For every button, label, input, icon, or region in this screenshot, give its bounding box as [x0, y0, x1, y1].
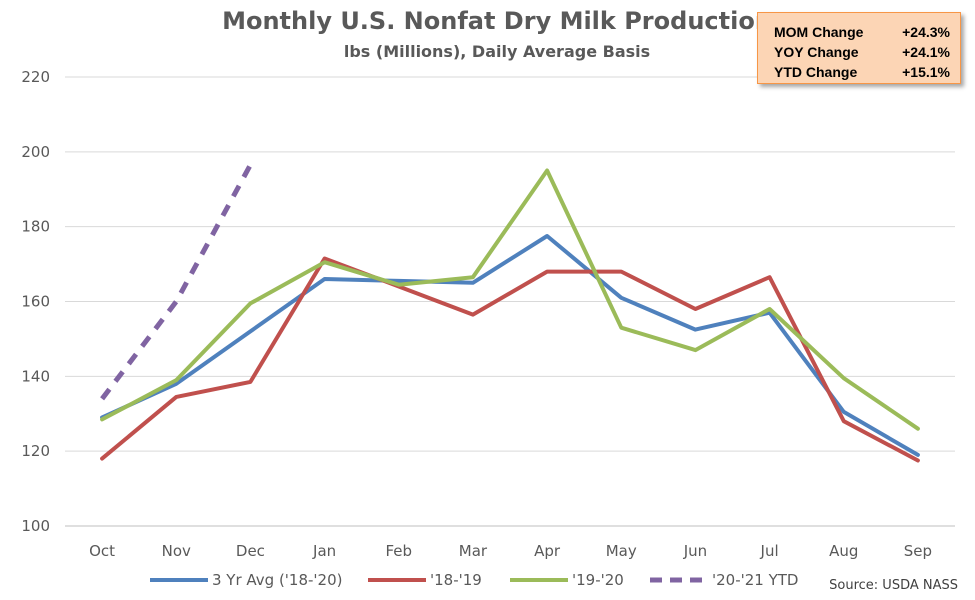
x-tick-label: Jan	[312, 542, 336, 560]
source-note: Source: USDA NASS	[829, 578, 958, 593]
gridlines	[65, 76, 955, 527]
legend: 3 Yr Avg ('18-'20) '18-'19 '19-'20 '20-'21 …	[150, 571, 798, 589]
y-tick-label: 220	[21, 68, 50, 86]
x-tick-label: Dec	[236, 542, 265, 560]
y-tick-label: 200	[21, 143, 50, 161]
y-tick-label: 160	[21, 293, 50, 311]
series-line	[100, 168, 920, 431]
chart-subtitle: lbs (Millions), Daily Average Basis	[344, 42, 650, 61]
y-tick-label: 120	[21, 442, 50, 460]
x-tick-label: Apr	[534, 542, 561, 560]
y-tick-label: 140	[21, 367, 50, 385]
stat-label: MOM Change	[774, 24, 864, 40]
stat-label: YTD Change	[774, 64, 858, 80]
stat-value: +24.3%	[902, 24, 950, 40]
series-line	[100, 256, 920, 463]
series-line	[100, 163, 253, 401]
stat-row-mom: MOM Change +24.3%	[774, 22, 950, 42]
x-tick-label: May	[606, 542, 637, 560]
x-tick-label: Aug	[829, 542, 858, 560]
series-line	[100, 234, 920, 457]
stat-row-ytd: YTD Change +15.1%	[774, 62, 950, 82]
y-tick-label: 180	[21, 218, 50, 236]
stat-row-yoy: YOY Change +24.1%	[774, 42, 950, 62]
x-tick-label: Oct	[89, 542, 115, 560]
y-axis-ticks: 100 120 140 160 180 200 220	[21, 68, 50, 535]
legend-label: '19-'20	[572, 571, 624, 589]
x-tick-label: Sep	[904, 542, 932, 560]
series-lines	[100, 163, 920, 463]
legend-label: '18-'19	[430, 571, 482, 589]
x-tick-label: Mar	[459, 542, 488, 560]
stat-value: +24.1%	[902, 44, 950, 60]
x-tick-label: Jun	[683, 542, 707, 560]
y-tick-label: 100	[21, 517, 50, 535]
x-tick-label: Jul	[760, 542, 779, 560]
x-tick-label: Feb	[385, 542, 412, 560]
legend-label: 3 Yr Avg ('18-'20)	[212, 571, 343, 589]
x-axis-ticks: Oct Nov Dec Jan Feb Mar Apr May Jun Jul Aug Sep	[89, 542, 932, 560]
chart-title: Monthly U.S. Nonfat Dry Milk Production	[222, 7, 772, 35]
x-tick-label: Nov	[162, 542, 191, 560]
stat-label: YOY Change	[774, 44, 859, 60]
change-stats-box: MOM Change +24.3% YOY Change +24.1% YTD …	[757, 12, 961, 84]
stat-value: +15.1%	[902, 64, 950, 80]
legend-label: '20-'21 YTD	[712, 571, 798, 589]
